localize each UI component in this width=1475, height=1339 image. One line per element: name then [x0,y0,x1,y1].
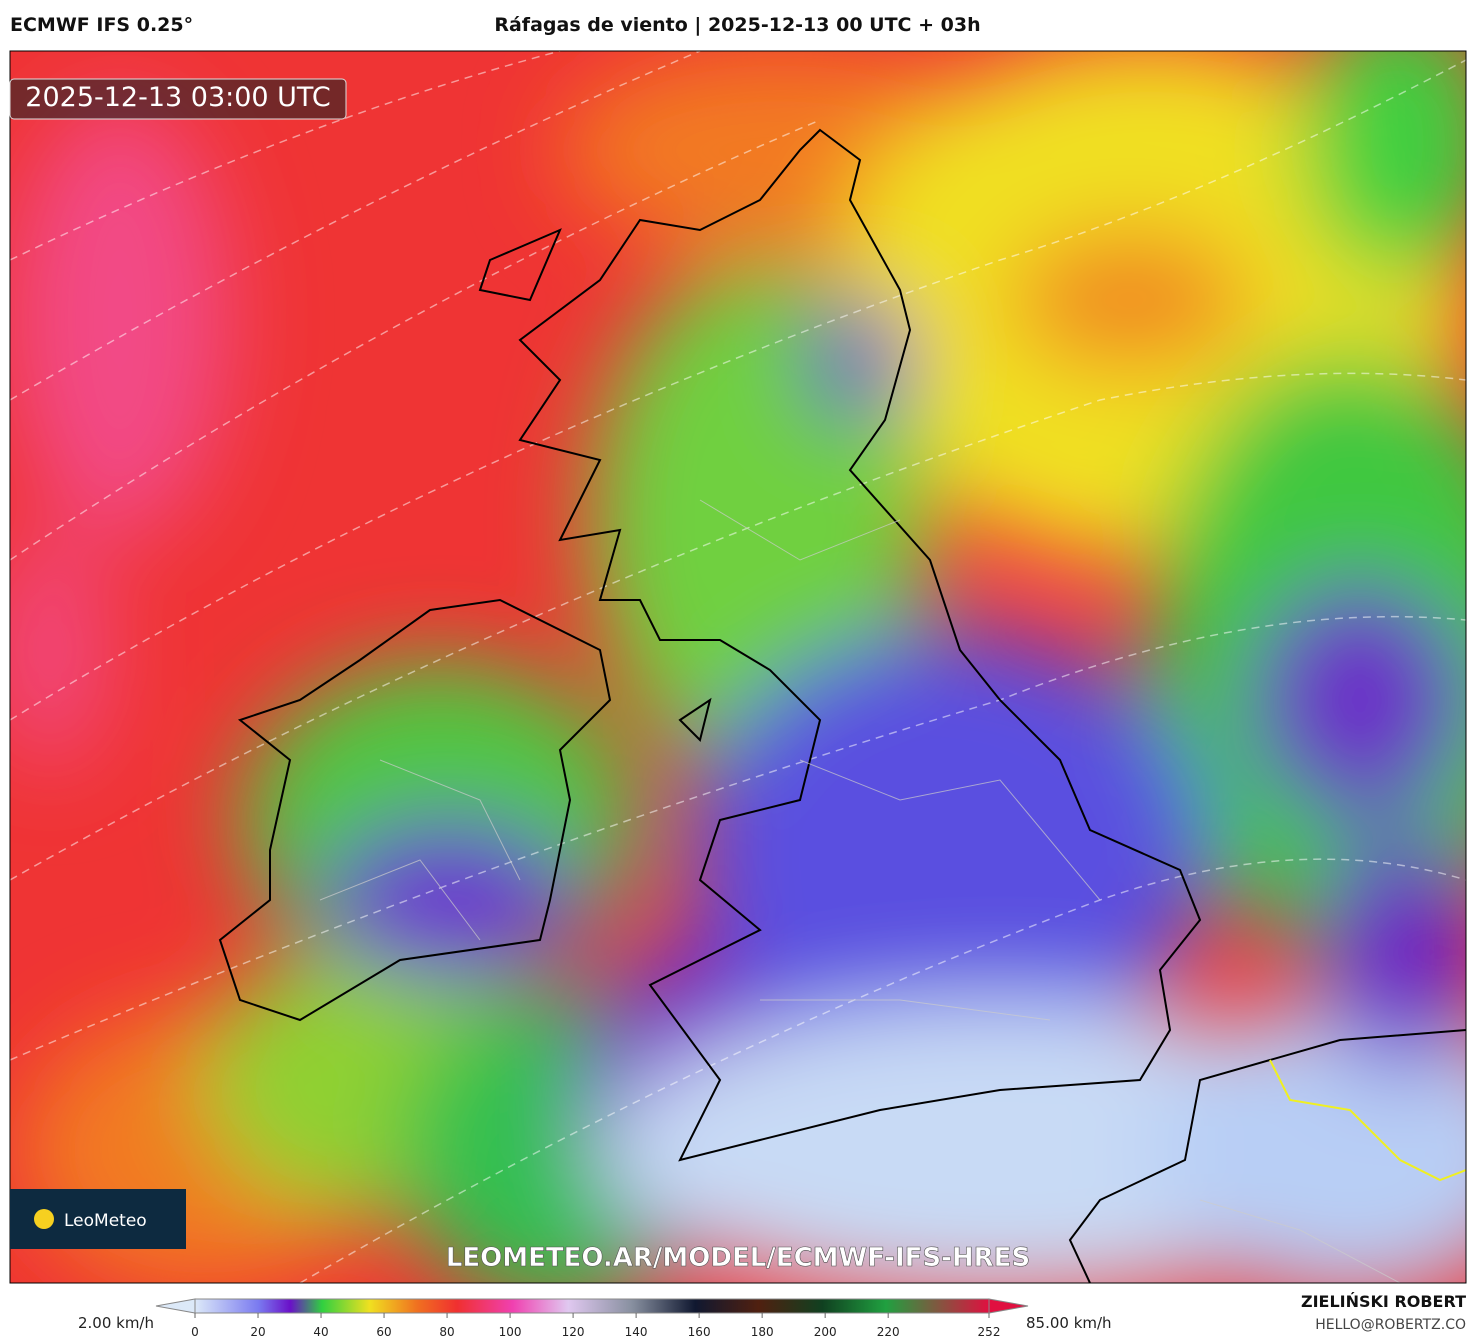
colorbar-tick-label: 40 [313,1325,328,1339]
colorbar-tick-label: 100 [499,1325,522,1339]
map-title: Ráfagas de viento | 2025-12-13 00 UTC + … [494,14,981,36]
colorbar-max-arrow [988,1298,1029,1314]
wind-field [10,51,1466,1283]
timestamp: 2025-12-13 03:00 UTC [25,82,330,113]
author: ZIELIŃSKI ROBERT [1301,1292,1466,1311]
colorbar [194,1298,990,1314]
watermark: LEOMETEO.AR/MODEL/ECMWF-IFS-HRES [446,1243,1030,1273]
colorbar-tick-label: 120 [562,1325,585,1339]
coastlines [218,128,1466,1283]
colorbar-tick-label: 180 [751,1325,774,1339]
admin-borders [319,499,1401,1283]
country-border [1269,1059,1466,1182]
colorbar-tick-label: 140 [625,1325,648,1339]
model-name: ECMWF IFS 0.25° [10,14,194,36]
colorbar-tick-label: 200 [814,1325,837,1339]
timestamp-box [9,78,347,120]
colorbar-tick-label: 60 [376,1325,391,1339]
logo-sun [34,1209,54,1229]
colorbar-min-label: 2.00 km/h [78,1314,154,1332]
colorbar-tick-label: 160 [688,1325,711,1339]
map-frame [9,50,1467,1284]
colorbar-tick-label: 20 [250,1325,265,1339]
colorbar-tick-label: 220 [877,1325,900,1339]
colorbar-tick-label: 0 [191,1325,199,1339]
colorbar-tick-label: 80 [439,1325,454,1339]
colorbar-max-label: 85.00 km/h [1026,1314,1112,1332]
email: HELLO@ROBERTZ.CO [1315,1317,1466,1333]
colorbar-tick-label: 252 [978,1325,1001,1339]
logo-text: LeoMeteo [64,1211,147,1231]
isobars [10,51,1466,1283]
colorbar-min-arrow [155,1298,196,1314]
